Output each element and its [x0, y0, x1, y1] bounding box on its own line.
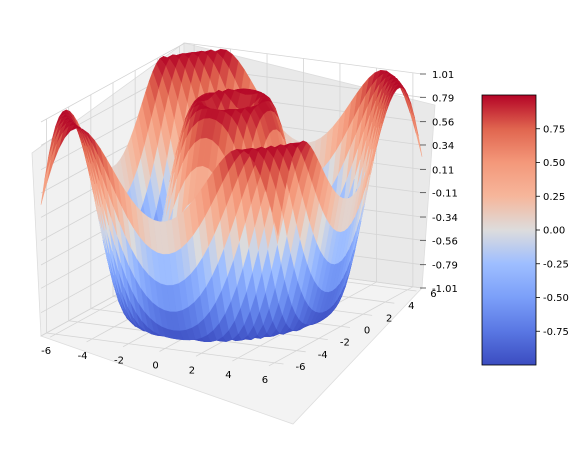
y-tick-label: 4 — [408, 301, 414, 312]
z-tick-label: 0.79 — [432, 93, 454, 104]
colorbar-tick-label: -0.50 — [543, 293, 569, 304]
z-tick-label: 0.11 — [432, 165, 454, 176]
x-tick-label: 2 — [189, 365, 195, 376]
surface-plot — [40, 48, 423, 342]
colorbar-tick-label: -0.75 — [543, 327, 569, 338]
x-tick-label: -2 — [114, 356, 124, 367]
colorbar-tick-label: 0.00 — [543, 226, 565, 237]
z-grid-line — [40, 42, 423, 123]
x-tick-label: 6 — [262, 375, 268, 386]
y-tick-label: -4 — [318, 350, 328, 361]
x-tick-label: 0 — [152, 361, 158, 372]
x-tick-label: -6 — [41, 346, 51, 357]
y-tick-label: -2 — [340, 338, 350, 349]
z-tick-label: -0.11 — [432, 189, 458, 200]
z-tick-label: 1.01 — [432, 70, 454, 81]
colorbar-tick-label: -0.25 — [543, 259, 569, 270]
z-tick-label: 0.56 — [432, 118, 454, 129]
z-tick-label: -0.56 — [432, 236, 458, 247]
colorbar-tick-label: 0.75 — [543, 124, 565, 135]
z-tick-label: -1.01 — [432, 284, 458, 295]
z-tick-label: -0.34 — [432, 213, 458, 224]
y-tick-label: 0 — [364, 326, 370, 337]
y-tick-label: 6 — [430, 289, 436, 300]
x-tick-label: 4 — [225, 370, 231, 381]
colorbar-tick-label: 0.25 — [543, 192, 565, 203]
y-tick-label: -6 — [296, 362, 306, 373]
x-tick-label: -4 — [78, 351, 88, 362]
tick-labels: -6 -4 -2 0 2 4 6-6-4-20246-1.01-0.79-0.56-0.34… — [41, 70, 458, 386]
z-tick-label: 0.34 — [432, 141, 454, 152]
z-tick-label: -0.79 — [432, 261, 458, 272]
colorbar-gradient — [481, 94, 537, 366]
colorbar-tick-label: 0.50 — [543, 158, 565, 169]
y-tick-label: 2 — [386, 313, 392, 324]
surface-facet — [40, 160, 51, 205]
colorbar-ticks: 0.75 0.50 0.25 0.00 -0.25 -0.50 -0.75 — [536, 124, 569, 338]
colorbar: 0.75 0.50 0.25 0.00 -0.25 -0.50 -0.75 — [481, 94, 569, 366]
